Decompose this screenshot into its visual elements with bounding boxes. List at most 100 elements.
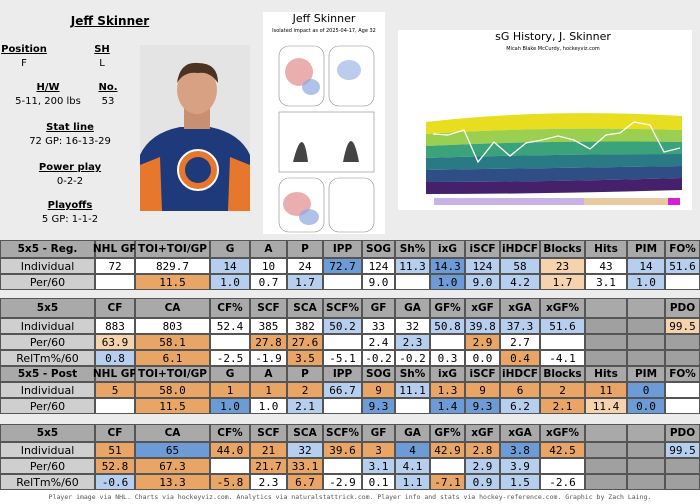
table-cell: 27.8 (250, 334, 287, 350)
table-cell (323, 398, 362, 414)
table-cell: 11.1 (395, 382, 430, 398)
row-label: RelTm%/60 (0, 474, 95, 490)
table-cell (665, 334, 700, 350)
table-cell: 829.7 (135, 258, 210, 274)
table-cell (540, 458, 585, 474)
table-header: SCF (250, 298, 287, 318)
table-cell: 21.7 (250, 458, 287, 474)
table-cell: 2.1 (287, 398, 323, 414)
table-cell (95, 398, 135, 414)
field-label: No. (98, 82, 118, 93)
table-header: PIM (627, 240, 665, 258)
table-header: SCF% (323, 298, 362, 318)
table-cell (665, 398, 700, 414)
table-cell: 9 (362, 382, 395, 398)
table-cell: 6 (500, 382, 540, 398)
table-cell (665, 458, 700, 474)
field-value: F (21, 58, 27, 69)
table-cell: -2.9 (323, 474, 362, 490)
field-label: H/W (36, 82, 60, 93)
table-cell (585, 458, 627, 474)
table-cell: 27.6 (287, 334, 323, 350)
table-cell: 1.0 (210, 274, 250, 290)
table-cell: 13.3 (135, 474, 210, 490)
table-cell: 72 (95, 258, 135, 274)
player-name: Jeff Skinner (70, 14, 150, 28)
table-header: SOG (362, 240, 395, 258)
table-header: Sh% (395, 240, 430, 258)
table-cell: 124 (362, 258, 395, 274)
table-cell: 37.3 (500, 318, 540, 334)
table-cell: 99.5 (665, 442, 700, 458)
table-header (627, 298, 665, 318)
impact-subtitle: Isolated impact as of 2025-04-17, Age 32 (272, 28, 376, 34)
field-value: 0-2-2 (56, 176, 84, 187)
table-cell: 1.3 (430, 382, 465, 398)
table-cell: 65 (135, 442, 210, 458)
table-cell (627, 334, 665, 350)
table-header: G (210, 366, 250, 382)
table-cell: -2.6 (540, 474, 585, 490)
table-cell: 2.1 (540, 398, 585, 414)
table-cell: 883 (95, 318, 135, 334)
table-header: 5x5 (0, 424, 95, 442)
impact-title: Jeff Skinner (292, 12, 356, 25)
table-header: CA (135, 298, 210, 318)
table-header: FO% (665, 366, 700, 382)
table-cell (585, 334, 627, 350)
table-cell: 385 (250, 318, 287, 334)
table-cell (323, 334, 362, 350)
row-label: Per/60 (0, 334, 95, 350)
table-cell: 4.2 (500, 274, 540, 290)
table-cell: 50.8 (430, 318, 465, 334)
table-header: SCA (287, 424, 323, 442)
table-cell: 0.8 (95, 350, 135, 366)
table-cell (585, 442, 627, 458)
table-cell: 24 (287, 258, 323, 274)
table-cell: 3.8 (500, 442, 540, 458)
table-cell: 3.5 (287, 350, 323, 366)
table-cell: 51 (95, 442, 135, 458)
table-header: iSCF (465, 240, 500, 258)
history-title: sG History, J. Skinner (495, 30, 611, 43)
table-header: 5x5 - Reg. (0, 240, 95, 258)
table-header: PDO (665, 298, 700, 318)
table-cell: 5 (95, 382, 135, 398)
row-label: Individual (0, 318, 95, 334)
table-cell: 4 (395, 442, 430, 458)
table-cell: 9.0 (465, 274, 500, 290)
table-cell: -2.5 (210, 350, 250, 366)
table-header: NHL GP (92, 366, 138, 382)
table-cell: 9 (465, 382, 500, 398)
field-label: Power play (38, 162, 102, 173)
table-cell: 3.1 (362, 458, 395, 474)
table-cell: -0.2 (395, 350, 430, 366)
table-cell: 32 (395, 318, 430, 334)
table-cell: 99.5 (665, 318, 700, 334)
table-cell: 23 (540, 258, 585, 274)
row-label: Per/60 (0, 398, 95, 414)
table-cell: 2.3 (250, 474, 287, 490)
table-header: Hits (585, 240, 627, 258)
table-cell: -5.8 (210, 474, 250, 490)
table-header: SOG (362, 366, 395, 382)
table-cell: 14 (627, 258, 665, 274)
table-cell (210, 334, 250, 350)
table-cell (627, 458, 665, 474)
table-header: xGF% (540, 424, 585, 442)
table-header: A (250, 366, 287, 382)
table-header: GF (362, 424, 395, 442)
table-cell: 52.8 (95, 458, 135, 474)
table-cell: 14 (210, 258, 250, 274)
field-value: 53 (101, 96, 115, 107)
table-header (585, 424, 627, 442)
table-cell: 63.9 (95, 334, 135, 350)
table-cell: -1.9 (250, 350, 287, 366)
table-cell: 14.3 (430, 258, 465, 274)
table-cell: 0.1 (362, 474, 395, 490)
table-cell (627, 350, 665, 366)
table-cell: 66.7 (323, 382, 362, 398)
field-value: 5-11, 200 lbs (15, 96, 81, 107)
table-cell: 67.3 (135, 458, 210, 474)
history-chart: sG History, J. Skinner Micah Blake McCur… (398, 30, 692, 210)
